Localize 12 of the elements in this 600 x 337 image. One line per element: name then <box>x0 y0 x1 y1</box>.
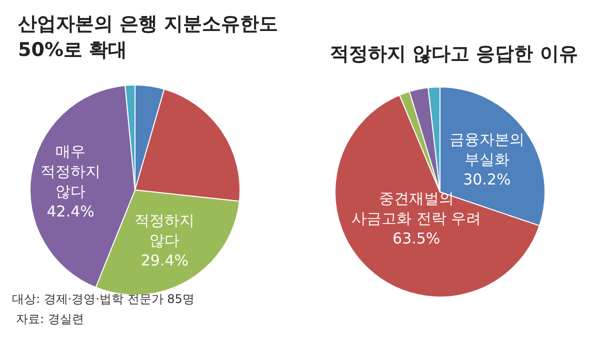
data-label: 30.2% <box>463 170 511 188</box>
chart-title: 산업자본의 은행 지분소유한도 50%로 확대 <box>18 13 278 61</box>
data-label: 29.4% <box>140 252 189 270</box>
slice-label: 적정하지 않다 <box>134 212 195 250</box>
slice-label: 중견재벌의 사금고화 전락 우려 <box>352 189 482 228</box>
chart-title: 적정하지 않다고 응답한 이유 <box>330 43 578 65</box>
slice-label: 매우 적정하지 않다 <box>40 142 101 201</box>
data-label: 42.4% <box>46 202 94 221</box>
text: 자료: 경실련 <box>16 312 84 326</box>
data-label: 63.5% <box>392 229 440 248</box>
slice-label: 금융자본의 부실화 <box>449 130 524 168</box>
text: 대상: 경제·경영·법학 전문가 85명 <box>12 292 194 306</box>
